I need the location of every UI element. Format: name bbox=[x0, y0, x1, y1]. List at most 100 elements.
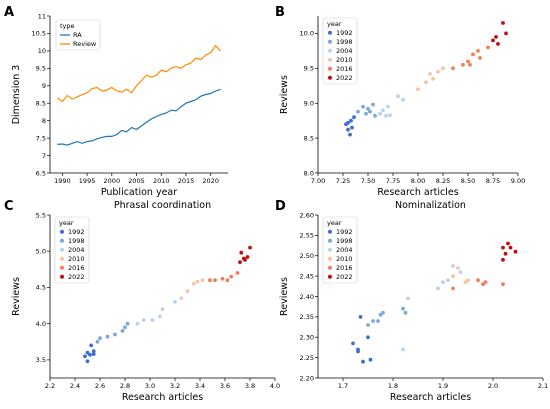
x-tick-label: 7.50 bbox=[361, 177, 375, 185]
x-tick-label: 1.8 bbox=[388, 382, 398, 390]
x-axis-label: Publication year bbox=[101, 187, 177, 198]
data-point bbox=[501, 245, 505, 250]
y-axis-label: Dimension 3 bbox=[11, 65, 22, 125]
y-tick-label: 8 bbox=[42, 117, 46, 125]
x-tick-label: 8.75 bbox=[486, 177, 500, 185]
y-axis-label: Reviews bbox=[279, 277, 290, 316]
y-tick-label: 11 bbox=[38, 12, 46, 20]
data-point bbox=[508, 245, 513, 250]
legend-marker bbox=[328, 75, 332, 80]
data-point bbox=[91, 349, 96, 354]
legend-marker bbox=[328, 66, 332, 71]
legend-marker bbox=[328, 57, 332, 62]
x-axis-label: Research articles bbox=[390, 392, 471, 403]
data-point bbox=[83, 354, 87, 359]
y-tick-label: 2.40 bbox=[300, 293, 314, 301]
data-point bbox=[466, 59, 470, 64]
data-point bbox=[366, 323, 370, 327]
data-point bbox=[441, 66, 445, 71]
legend-marker bbox=[328, 39, 332, 44]
legend-label: 2022 bbox=[336, 74, 353, 82]
data-point bbox=[476, 278, 480, 283]
data-point bbox=[368, 109, 372, 114]
y-tick-label: 4.5 bbox=[36, 284, 46, 292]
data-point bbox=[416, 87, 420, 92]
legend-label: RA bbox=[73, 31, 82, 39]
y-axis-label: Reviews bbox=[279, 75, 290, 114]
data-point bbox=[125, 321, 130, 326]
data-point bbox=[451, 274, 455, 278]
x-tick-label: 2015 bbox=[178, 177, 195, 185]
data-point bbox=[346, 127, 350, 132]
data-point bbox=[401, 97, 405, 102]
data-point bbox=[98, 336, 102, 341]
data-point bbox=[235, 271, 240, 275]
data-point bbox=[350, 125, 354, 130]
data-point bbox=[179, 296, 184, 301]
series-line-review bbox=[57, 44, 222, 103]
x-tick-label: 3.6 bbox=[220, 382, 230, 390]
x-tick-label: 3.0 bbox=[145, 382, 155, 390]
data-point bbox=[366, 106, 370, 111]
data-point bbox=[428, 72, 432, 76]
data-point bbox=[396, 94, 400, 99]
legend-title: year bbox=[59, 219, 74, 227]
data-point bbox=[513, 249, 518, 254]
y-tick-label: 2.45 bbox=[300, 272, 314, 280]
y-tick-label: 10.5 bbox=[32, 30, 46, 38]
x-tick-label: 2005 bbox=[128, 177, 145, 185]
data-point bbox=[458, 270, 463, 274]
legend-marker bbox=[328, 229, 332, 234]
data-point bbox=[506, 241, 510, 246]
y-tick-label: 9 bbox=[42, 82, 46, 90]
legend-marker bbox=[328, 247, 332, 252]
data-point bbox=[113, 332, 117, 337]
data-point bbox=[208, 278, 212, 283]
y-tick-label: 8.5 bbox=[36, 100, 46, 108]
data-point bbox=[150, 318, 155, 322]
x-tick-label: 4.0 bbox=[270, 382, 280, 390]
data-point bbox=[95, 339, 100, 344]
data-point bbox=[478, 56, 482, 60]
data-point bbox=[401, 306, 405, 311]
legend-label: 1998 bbox=[336, 38, 353, 46]
x-tick-label: 9.00 bbox=[511, 177, 525, 185]
x-tick-label: 8.25 bbox=[436, 177, 450, 185]
legend-marker bbox=[60, 238, 64, 243]
data-point bbox=[361, 104, 365, 109]
x-tick-label: 7.75 bbox=[386, 177, 400, 185]
legend-label: 1998 bbox=[68, 237, 85, 245]
y-tick-label: 2.35 bbox=[300, 313, 314, 321]
legend-title: type bbox=[60, 22, 75, 30]
x-axis-label: Research articles bbox=[122, 392, 203, 403]
legend-label: 2004 bbox=[336, 47, 353, 55]
data-point bbox=[496, 42, 500, 46]
x-tick-label: 3.8 bbox=[245, 382, 255, 390]
data-point bbox=[185, 289, 190, 293]
data-point bbox=[466, 278, 470, 283]
legend-label: 2016 bbox=[68, 264, 85, 272]
legend-label: 1992 bbox=[336, 29, 353, 37]
data-point bbox=[406, 296, 410, 301]
y-tick-label: 7.5 bbox=[36, 134, 46, 142]
panel-letter: C bbox=[4, 199, 14, 214]
x-tick-label: 2020 bbox=[202, 177, 219, 185]
y-tick-label: 2.50 bbox=[300, 252, 314, 260]
data-point bbox=[501, 257, 505, 262]
y-axis-label: Reviews bbox=[11, 277, 22, 316]
y-tick-label: 7 bbox=[42, 152, 46, 160]
data-point bbox=[471, 52, 475, 57]
x-tick-label: 7.00 bbox=[311, 177, 325, 185]
data-point bbox=[88, 352, 92, 357]
legend-title: year bbox=[327, 219, 342, 227]
y-tick-label: 10 bbox=[38, 47, 46, 55]
data-point bbox=[85, 350, 90, 355]
data-point bbox=[481, 282, 485, 287]
legend-marker bbox=[328, 238, 332, 243]
data-point bbox=[220, 276, 225, 281]
x-tick-label: 3.2 bbox=[170, 382, 180, 390]
data-point bbox=[494, 35, 498, 39]
y-tick-label: 2.55 bbox=[300, 232, 314, 240]
legend-marker bbox=[328, 30, 332, 35]
data-point bbox=[403, 310, 408, 315]
